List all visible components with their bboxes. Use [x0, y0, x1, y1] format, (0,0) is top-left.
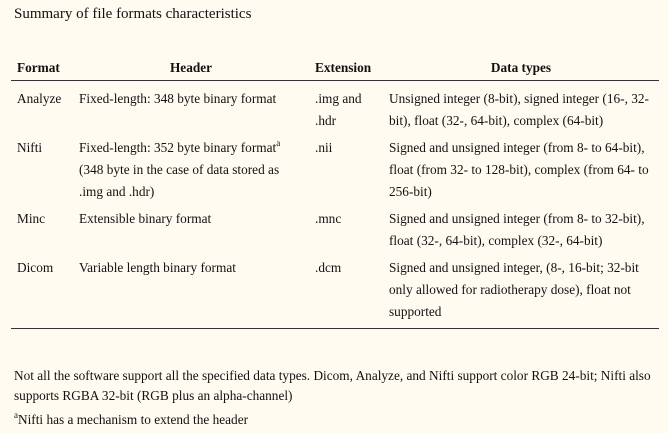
cell-extension: .nii	[315, 140, 333, 155]
cell-format: Dicom	[17, 260, 54, 275]
table-caption: Summary of file formats characteristics	[14, 6, 252, 22]
cell-header-note: (348 byte in the case of data stored as …	[79, 162, 280, 199]
column-header-format: Format	[17, 60, 60, 75]
cell-format: Minc	[17, 211, 46, 226]
cell-extension: .dcm	[315, 260, 342, 275]
cell-data-types: Unsigned integer (8-bit), signed integer…	[389, 91, 649, 128]
cell-data-types: Signed and unsigned integer (from 8- to …	[389, 211, 645, 248]
table-footnote: aNifti has a mechanism to extend the hea…	[14, 410, 659, 430]
footnote-text: Nifti has a mechanism to extend the head…	[18, 412, 249, 427]
cell-format: Analyze	[17, 91, 62, 106]
cell-extension: .img and .hdr	[315, 91, 362, 128]
column-header-extension: Extension	[315, 60, 372, 75]
cell-format: Nifti	[17, 140, 43, 155]
cell-data-types: Signed and unsigned integer, (8-, 16-bit…	[389, 260, 639, 319]
footnote-marker: a	[276, 137, 281, 148]
column-header-header: Header	[169, 60, 213, 75]
table-row-analyze: Analyze Fixed-length: 348 byte binary fo…	[11, 81, 659, 138]
cell-header: Fixed-length: 352 byte binary formata (3…	[73, 137, 309, 208]
table-row-nifti: Nifti Fixed-length: 352 byte binary form…	[11, 137, 659, 208]
table-general-note: Not all the software support all the spe…	[14, 368, 651, 403]
cell-header-text: Fixed-length: 352 byte binary format	[79, 140, 277, 155]
file-formats-table: Format Header Extension Data types Analy…	[11, 56, 659, 329]
table-row-minc: Minc Extensible binary format .mnc Signe…	[11, 208, 659, 257]
cell-header: Fixed-length: 348 byte binary format	[79, 91, 277, 106]
table-header-row: Format Header Extension Data types	[11, 56, 659, 81]
footnote-marker: a	[14, 409, 18, 420]
column-header-data-types: Data types	[490, 60, 552, 75]
cell-extension: .mnc	[315, 211, 342, 226]
cell-data-types: Signed and unsigned integer (from 8- to …	[389, 140, 649, 199]
table-row-dicom: Dicom Variable length binary format .dcm…	[11, 257, 659, 329]
cell-header: Extensible binary format	[79, 211, 212, 226]
cell-header: Variable length binary format	[79, 260, 236, 275]
